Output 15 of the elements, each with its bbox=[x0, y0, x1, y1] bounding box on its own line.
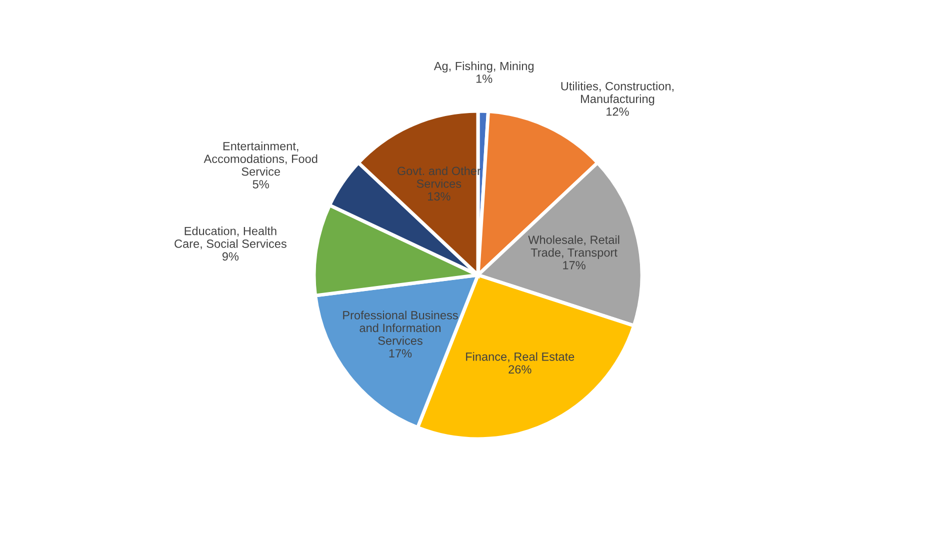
data-label: 12% bbox=[606, 107, 629, 116]
slice-label: Wholesale, Retail Trade, Transport bbox=[528, 235, 620, 260]
data-label: 26% bbox=[508, 365, 532, 374]
data-label: 13% bbox=[428, 192, 450, 201]
data-label: 17% bbox=[389, 349, 412, 358]
data-label: 1% bbox=[476, 74, 492, 83]
data-label: 17% bbox=[563, 261, 586, 270]
data-label: 5% bbox=[252, 180, 269, 188]
data-label: 9% bbox=[222, 252, 239, 261]
slice-label: Finance, Real Estate bbox=[466, 352, 574, 362]
slice-label: Entertainment, Accomodations, Food Service bbox=[204, 142, 318, 176]
slice-label: Ag, Fishing, Mining bbox=[434, 62, 534, 73]
slice-label: Professional Business and Information Services bbox=[343, 310, 458, 345]
slice-label: Utilities, Construction, Manufacturing bbox=[561, 82, 674, 106]
slice-label: Education, Health Care, Social Services bbox=[174, 226, 286, 250]
